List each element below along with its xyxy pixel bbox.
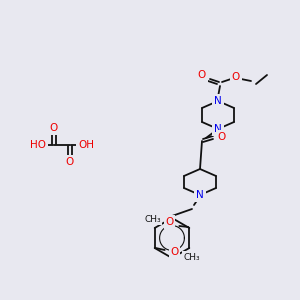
Text: OH: OH [78,140,94,150]
Text: O: O [165,217,173,227]
Text: N: N [214,96,222,106]
Text: O: O [198,70,206,80]
Text: O: O [66,157,74,167]
Text: O: O [218,132,226,142]
Text: HO: HO [30,140,46,150]
Text: CH₃: CH₃ [144,214,160,224]
Text: O: O [171,247,179,257]
Text: O: O [50,123,58,133]
Text: N: N [214,124,222,134]
Text: O: O [232,72,240,82]
Text: N: N [196,190,204,200]
Text: CH₃: CH₃ [183,253,200,262]
